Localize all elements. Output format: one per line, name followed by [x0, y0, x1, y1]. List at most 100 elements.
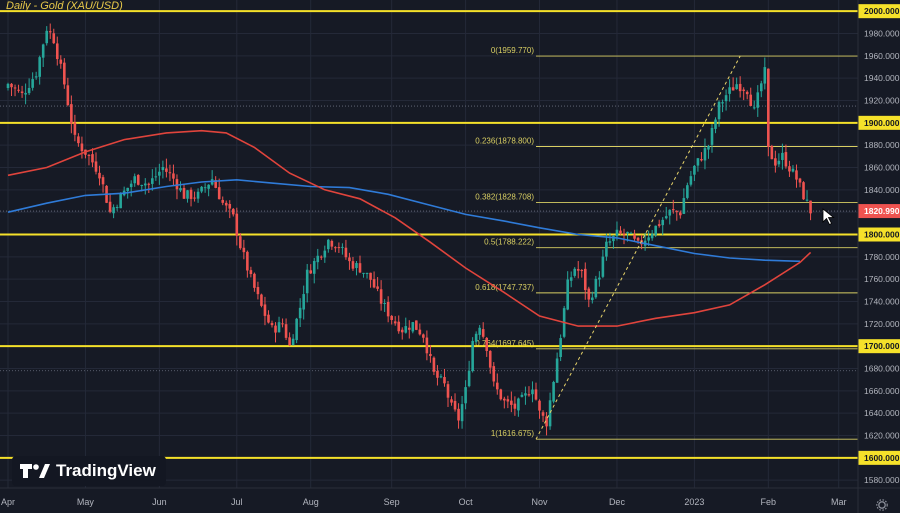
- candle-body: [253, 273, 256, 288]
- candle-body: [98, 172, 101, 179]
- candle-body: [471, 340, 474, 372]
- candle-body: [657, 224, 661, 226]
- fib-label: 0.236(1878.800): [475, 137, 534, 146]
- candle-body: [182, 187, 186, 199]
- candle-body: [334, 247, 337, 249]
- candle-body: [682, 198, 686, 214]
- price-tick-label: 1780.000: [864, 252, 900, 262]
- candle-body: [221, 199, 225, 203]
- candle-body: [80, 143, 84, 152]
- candle-body: [404, 326, 408, 333]
- time-tick-label: May: [77, 497, 95, 507]
- candle-body: [767, 68, 770, 147]
- candle-body: [407, 327, 411, 330]
- candle-body: [774, 158, 777, 166]
- candle-body: [534, 389, 538, 400]
- candle-body: [517, 398, 520, 411]
- moving-averages: [7, 129, 812, 327]
- candle-body: [457, 408, 460, 421]
- candle-body: [664, 216, 668, 219]
- candle-body: [119, 193, 122, 209]
- candle-body: [510, 400, 513, 405]
- level-price-tag: [858, 227, 900, 242]
- price-tick-label: 1660.000: [864, 386, 900, 396]
- candle-body: [707, 145, 710, 150]
- candle-body: [587, 288, 591, 300]
- candle-body: [601, 256, 605, 277]
- candle-body: [260, 294, 263, 306]
- candle-body: [566, 279, 569, 310]
- candle-body: [140, 184, 144, 186]
- candle-body: [136, 174, 140, 185]
- candle-body: [277, 322, 281, 333]
- candle-body: [615, 229, 619, 237]
- candle-body: [224, 202, 228, 206]
- candle-body: [48, 31, 52, 33]
- candle-body: [298, 307, 302, 319]
- candle-body: [721, 102, 724, 104]
- candle-body: [327, 239, 330, 250]
- candle-body: [679, 212, 682, 216]
- candle-body: [193, 197, 196, 199]
- price-tick-label: 1680.000: [864, 364, 900, 374]
- candle-body: [161, 167, 165, 171]
- candle-body: [495, 382, 499, 390]
- candle-body: [45, 30, 49, 44]
- candle-body: [647, 237, 650, 241]
- candle-body: [355, 263, 358, 269]
- candle-body: [418, 329, 422, 335]
- mouse-cursor-icon: [822, 208, 835, 226]
- candle-body: [337, 247, 341, 249]
- candle-body: [538, 400, 541, 411]
- fibonacci-retracement[interactable]: 0(1959.770) 0.236(1878.800) 0.382(1828.708…: [475, 46, 858, 440]
- time-tick-label: 2023: [684, 497, 704, 507]
- candle-body: [594, 278, 598, 298]
- candle-body: [112, 207, 115, 214]
- candle-body: [38, 57, 41, 77]
- candle-body: [376, 286, 379, 289]
- candle-body: [291, 338, 295, 346]
- candle-body: [784, 152, 788, 167]
- candle-body: [379, 289, 383, 304]
- candle-body: [235, 213, 239, 236]
- price-tick-label: 1860.000: [864, 163, 900, 173]
- fib-label: 0.382(1828.708): [475, 192, 534, 201]
- candle-body: [555, 358, 559, 383]
- candle-body: [714, 119, 717, 129]
- candle-body: [531, 389, 534, 395]
- candle-body: [425, 337, 429, 354]
- candle-body: [700, 159, 703, 161]
- candle-body: [217, 187, 221, 200]
- trendline[interactable]: [535, 55, 741, 440]
- candle-body: [788, 166, 791, 172]
- candle-body: [583, 268, 587, 291]
- price-tick-label: 1760.000: [864, 274, 900, 284]
- candle-body: [710, 127, 714, 145]
- candle-body: [654, 225, 657, 235]
- candle-body: [365, 272, 369, 274]
- minor-levels: [0, 105, 858, 372]
- candle-body: [798, 178, 802, 183]
- candle-body: [703, 148, 707, 161]
- candle-body: [147, 183, 151, 185]
- candle-body: [31, 79, 34, 88]
- candle-body: [175, 179, 179, 190]
- level-price-tag-text: 2000.000: [864, 6, 900, 16]
- candle-body: [513, 403, 517, 409]
- candle-body: [527, 394, 531, 396]
- price-tick-label: 1960.000: [864, 51, 900, 61]
- candle-body: [249, 270, 253, 275]
- candle-body: [439, 376, 443, 378]
- price-axis[interactable]: 1580.000 1600.000 1620.000 1640.000 1660.000…: [858, 0, 900, 513]
- candle-body: [154, 176, 158, 178]
- candle-body: [302, 294, 305, 310]
- candle-body: [129, 183, 133, 188]
- candle-body: [288, 337, 291, 346]
- candle-body: [450, 399, 453, 403]
- candle-body: [133, 176, 137, 184]
- candle-body: [284, 324, 288, 338]
- settings-gear-icon[interactable]: [876, 499, 888, 511]
- time-tick-label: Aug: [303, 497, 319, 507]
